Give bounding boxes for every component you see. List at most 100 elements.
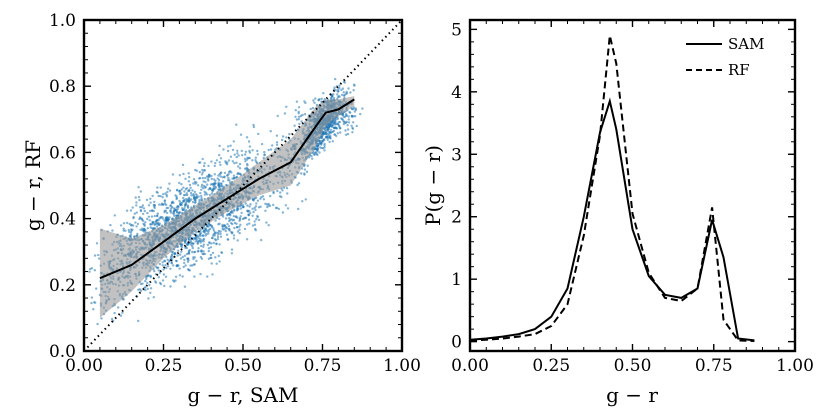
scatter-point	[171, 173, 175, 176]
scatter-point	[235, 123, 238, 126]
scatter-point	[176, 254, 179, 257]
scatter-point	[275, 206, 279, 210]
scatter-point	[150, 215, 154, 218]
scatter-point	[149, 222, 152, 226]
scatter-point	[206, 183, 209, 186]
scatter-point	[278, 195, 282, 198]
scatter-point	[134, 196, 137, 199]
scatter-point	[350, 107, 354, 111]
scatter-point	[202, 229, 206, 232]
scatter-point	[336, 96, 340, 99]
scatter-point	[149, 287, 153, 290]
scatter-point	[175, 197, 178, 201]
scatter-point	[311, 106, 315, 110]
scatter-point	[93, 269, 97, 272]
x-tick-label: 0.00	[451, 356, 489, 376]
scatter-point	[166, 265, 170, 268]
scatter-point	[137, 195, 141, 199]
scatter-point	[208, 174, 211, 177]
scatter-point	[281, 135, 285, 138]
scatter-point	[188, 183, 192, 187]
scatter-point	[342, 115, 345, 118]
scatter-point	[179, 253, 182, 256]
scatter-point	[256, 214, 259, 218]
scatter-point	[254, 208, 257, 212]
scatter-point	[230, 248, 234, 251]
scatter-point	[210, 160, 213, 163]
scatter-point	[272, 203, 275, 207]
scatter-point	[231, 211, 234, 214]
scatter-point	[212, 182, 215, 186]
scatter-point	[182, 186, 185, 189]
scatter-point	[214, 187, 217, 190]
scatter-point	[203, 231, 206, 234]
scatter-point	[149, 226, 152, 229]
scatter-point	[177, 211, 181, 215]
scatter-point	[245, 136, 249, 139]
scatter-point	[245, 238, 249, 241]
scatter-point	[202, 238, 205, 241]
scatter-point	[239, 207, 243, 210]
scatter-point	[210, 174, 213, 178]
scatter-point	[149, 291, 152, 294]
scatter-point	[200, 173, 204, 176]
scatter-point	[191, 250, 194, 254]
x-tick-label: 0.25	[532, 356, 570, 376]
scatter-point	[174, 275, 178, 278]
scatter-point	[188, 175, 191, 179]
scatter-point	[351, 131, 354, 134]
scatter-point	[350, 114, 353, 118]
scatter-point	[215, 159, 219, 162]
scatter-point	[297, 182, 301, 185]
scatter-point	[361, 107, 364, 110]
scatter-point	[127, 228, 130, 232]
scatter-point	[241, 154, 244, 157]
scatter-point	[187, 251, 191, 254]
scatter-point	[236, 225, 239, 229]
scatter-point	[214, 256, 217, 259]
scatter-point	[257, 218, 261, 222]
scatter-point	[251, 159, 254, 162]
scatter-point	[350, 124, 353, 128]
scatter-point	[199, 232, 202, 236]
scatter-point	[195, 181, 198, 184]
scatter-point	[173, 252, 177, 255]
scatter-point	[163, 259, 166, 262]
scatter-point	[354, 115, 357, 118]
scatter-point	[166, 190, 169, 194]
scatter-point	[218, 144, 221, 148]
scatter-point	[192, 256, 195, 259]
scatter-point	[154, 280, 157, 283]
scatter-point	[285, 136, 288, 139]
scatter-point	[218, 260, 221, 263]
scatter-point	[249, 211, 252, 215]
scatter-point	[97, 253, 100, 257]
x-tick-label: 0.25	[145, 356, 183, 376]
scatter-point	[179, 244, 183, 248]
scatter-point	[226, 174, 229, 177]
scatter-point	[179, 257, 183, 260]
scatter-point	[90, 296, 94, 299]
scatter-point	[314, 97, 317, 100]
scatter-point	[159, 216, 162, 219]
scatter-point	[343, 93, 346, 97]
scatter-point	[235, 161, 238, 164]
scatter-point	[297, 110, 300, 114]
scatter-point	[157, 276, 160, 279]
scatter-point	[203, 169, 206, 172]
scatter-point	[149, 209, 152, 213]
scatter-point	[353, 83, 356, 86]
scatter-point	[202, 250, 205, 253]
scatter-point	[244, 216, 248, 220]
scatter-point	[238, 225, 241, 228]
scatter-point	[218, 185, 221, 188]
scatter-point	[210, 236, 214, 240]
scatter-point	[213, 173, 216, 176]
scatter-point	[168, 182, 171, 185]
scatter-point	[333, 86, 336, 89]
scatter-point	[238, 228, 241, 231]
scatter-point	[326, 138, 329, 141]
scatter-point	[219, 163, 222, 167]
scatter-point	[330, 94, 334, 98]
scatter-point	[232, 218, 236, 222]
